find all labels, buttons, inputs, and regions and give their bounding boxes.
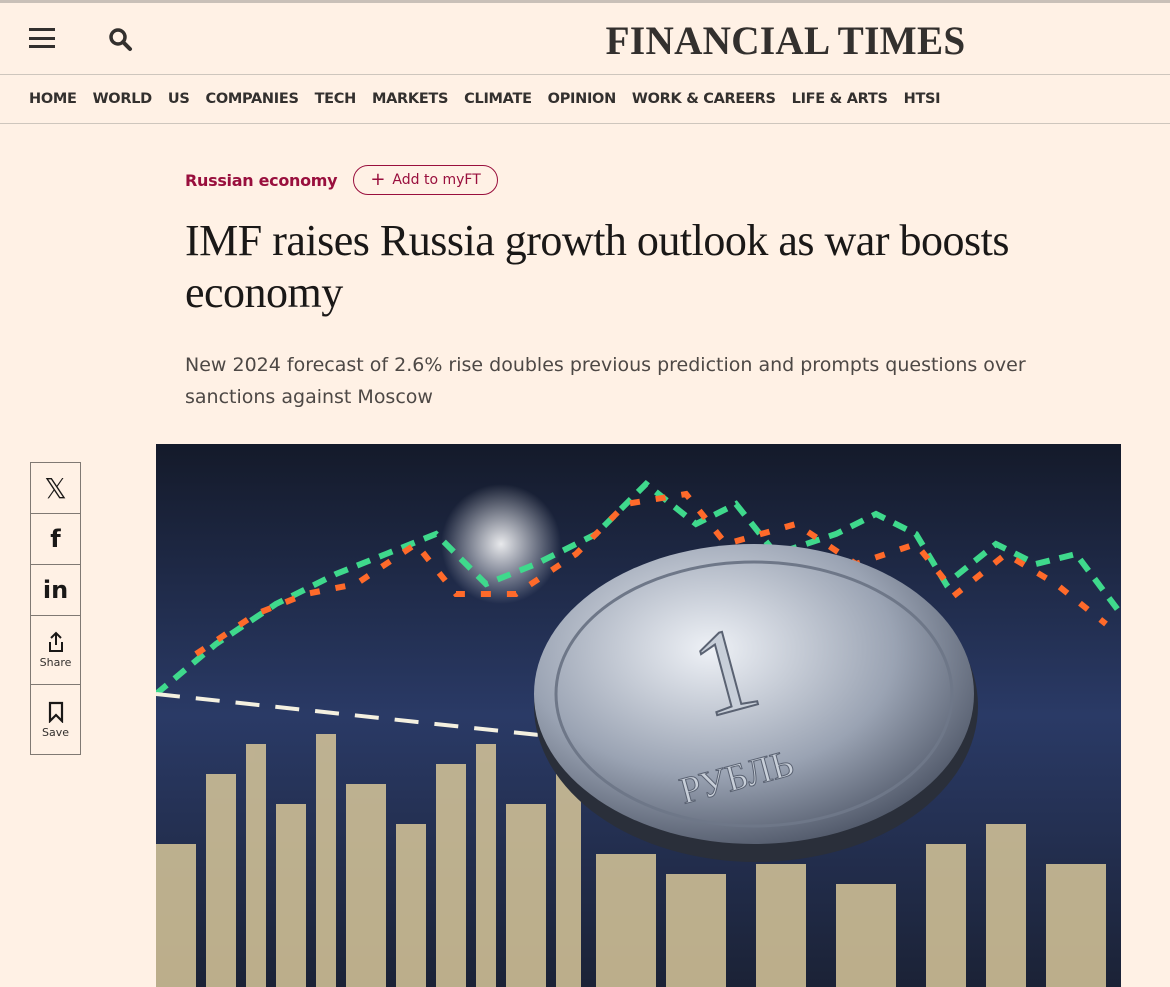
article-tags: Russian economy + Add to myFT [185, 165, 498, 195]
x-share-button[interactable]: 𝕏 [31, 463, 80, 514]
facebook-share-button[interactable]: f [31, 514, 80, 565]
linkedin-share-button[interactable]: in [31, 565, 80, 616]
share-icon [48, 631, 63, 652]
nav-life-arts[interactable]: LIFE & ARTS [791, 91, 888, 107]
save-button[interactable]: Save [31, 685, 80, 754]
article-title: IMF raises Russia growth outlook as war … [185, 216, 1009, 317]
x-icon: 𝕏 [44, 471, 67, 505]
share-rail: 𝕏 f in Share Save [30, 462, 81, 755]
nav-work-careers[interactable]: WORK & CAREERS [631, 91, 776, 107]
facebook-icon: f [50, 525, 61, 553]
article-standfirst: New 2024 forecast of 2.6% rise doubles p… [185, 354, 1026, 408]
share-label: Share [39, 656, 72, 669]
main-nav: HOME WORLD US COMPANIES TECH MARKETS CLI… [0, 75, 1170, 124]
nav-climate[interactable]: CLIMATE [464, 91, 532, 107]
nav-tech[interactable]: TECH [314, 91, 357, 107]
search-icon[interactable] [108, 27, 134, 53]
nav-opinion[interactable]: OPINION [547, 91, 617, 107]
nav-home[interactable]: HOME [29, 91, 77, 107]
bookmark-icon [48, 701, 63, 723]
site-header: FINANCIAL TIMES [0, 3, 1170, 75]
nav-htsi[interactable]: HTSI [903, 91, 941, 107]
share-button[interactable]: Share [31, 616, 80, 685]
hamburger-icon[interactable] [29, 28, 55, 48]
add-to-myft-label: Add to myFT [392, 172, 481, 188]
ft-logo[interactable]: FINANCIAL TIMES [605, 18, 966, 63]
nav-markets[interactable]: MARKETS [371, 91, 449, 107]
topic-link[interactable]: Russian economy [185, 170, 338, 190]
article-hero-image: 1 РУБЛЬ [156, 444, 1121, 987]
linkedin-icon: in [42, 576, 69, 604]
nav-world[interactable]: WORLD [92, 91, 153, 107]
plus-icon: + [370, 169, 386, 190]
add-to-myft-button[interactable]: + Add to myFT [353, 165, 498, 195]
save-label: Save [41, 725, 69, 739]
nav-us[interactable]: US [167, 91, 190, 107]
nav-companies[interactable]: COMPANIES [205, 91, 299, 107]
